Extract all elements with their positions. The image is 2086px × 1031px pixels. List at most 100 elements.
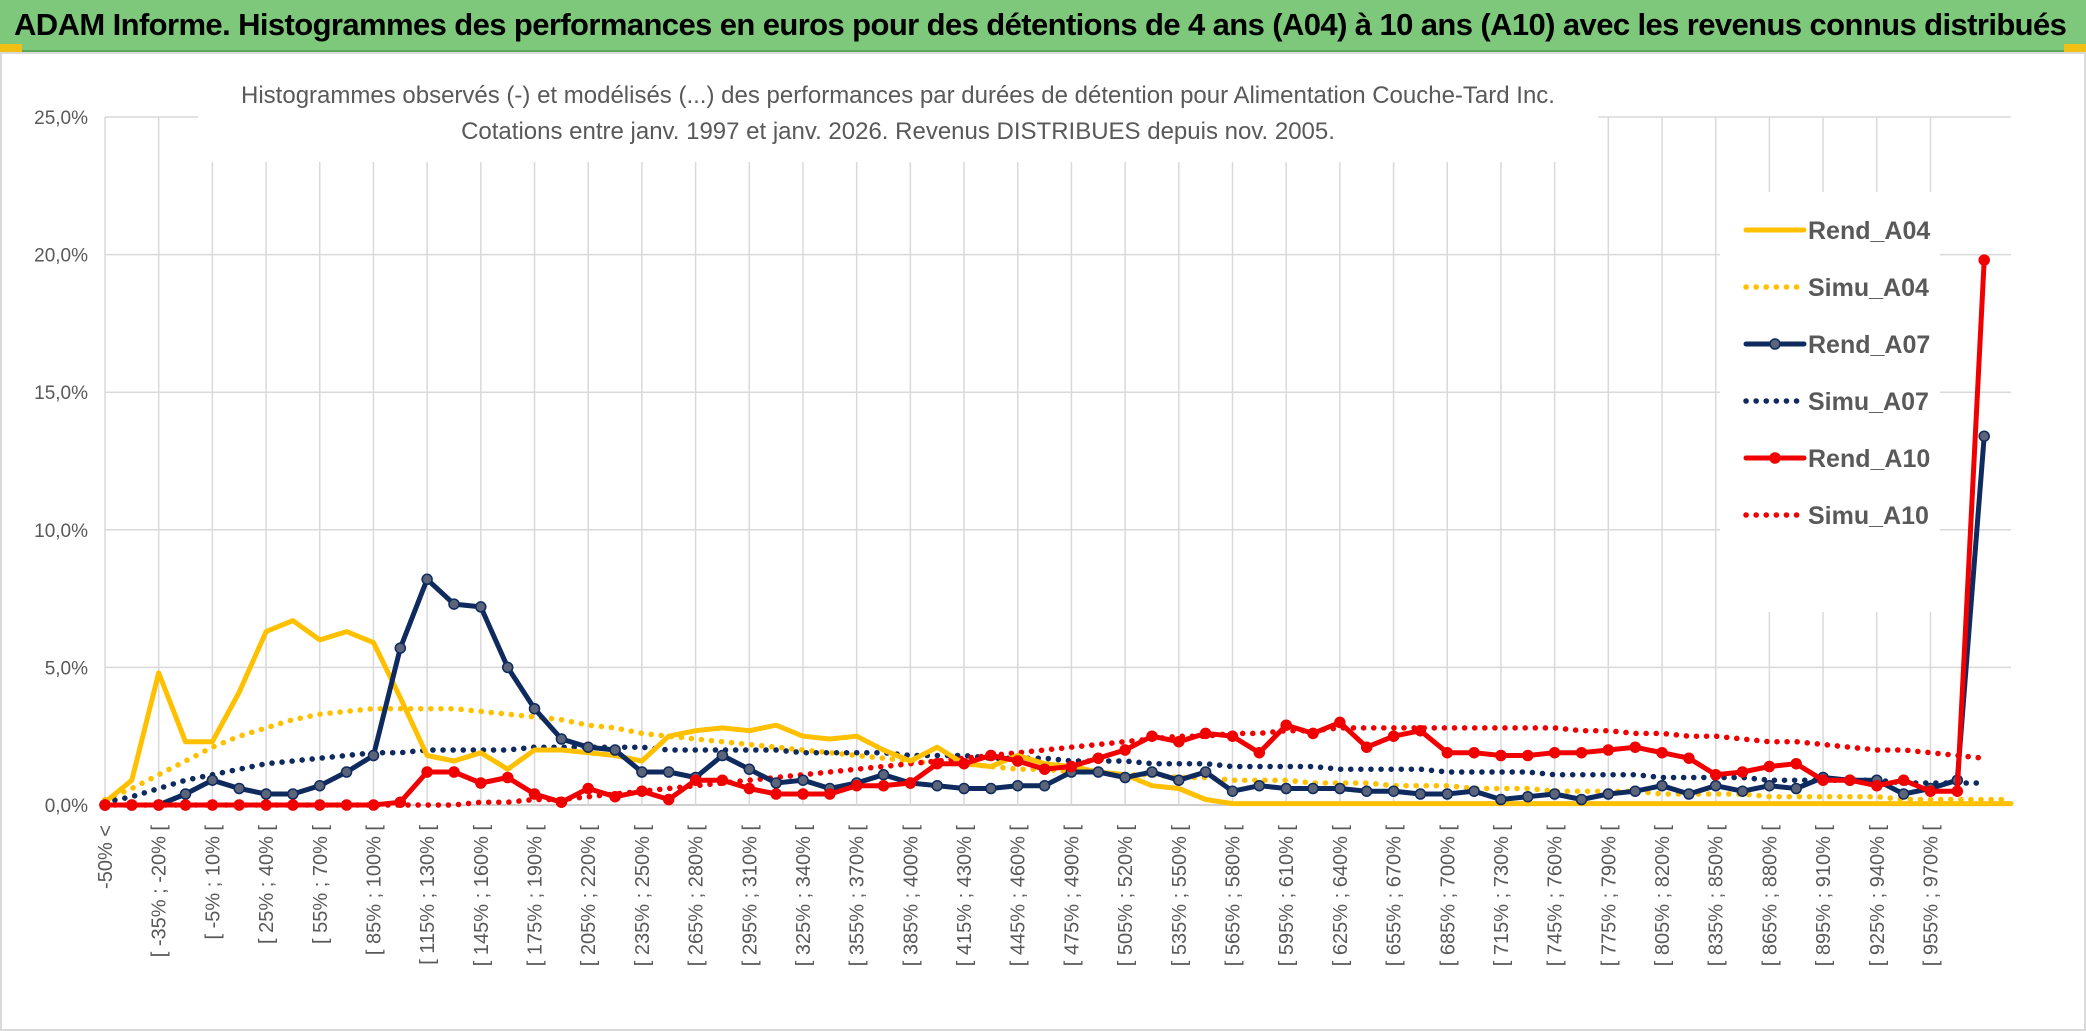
data-point-rend-a10	[1226, 730, 1239, 742]
x-tick-label: [ 805% ; 820% [	[1652, 825, 1674, 967]
data-point-rend-a07	[1495, 793, 1507, 806]
legend: Rend_A04 Simu_A04 Rend_A07 Simu_A07 Rend_A10…	[1720, 192, 1940, 612]
data-point-rend-a07	[1897, 788, 1910, 800]
data-point-rend-a10	[1683, 752, 1695, 764]
x-tick-label: [ 25% ; 40% [	[256, 825, 278, 944]
legend-label: Rend_A10	[1808, 445, 1930, 473]
data-point-rend-a07	[1790, 782, 1802, 795]
data-point-rend-a07	[287, 788, 299, 800]
y-tick-label: 10,0%	[34, 521, 88, 542]
data-point-rend-a07	[743, 763, 756, 775]
data-point-rend-a07	[1736, 785, 1749, 797]
y-axis: 0,0% 5,0% 10,0% 15,0% 20,0% 25,0%	[34, 108, 88, 817]
y-tick-label: 25,0%	[34, 108, 88, 129]
data-point-rend-a10	[1790, 757, 1802, 770]
x-tick-label: [ 115% ; 130% [	[417, 825, 439, 965]
data-point-rend-a10	[636, 785, 648, 797]
data-point-rend-a10	[770, 788, 782, 800]
x-tick-label: [ 655% ; 670% [	[1384, 825, 1406, 967]
data-point-rend-a10	[501, 771, 514, 784]
data-point-rend-a10	[1092, 752, 1105, 764]
x-axis: -50% < [ -35% ; -20% [[ -5% ; 10% [[ 25% …	[95, 825, 1942, 967]
data-point-rend-a07	[1173, 774, 1185, 786]
data-point-rend-a10	[716, 774, 729, 786]
data-point-rend-a10	[1978, 254, 1990, 266]
x-tick-label: [ 475% ; 490% [	[1061, 825, 1083, 967]
data-point-rend-a07	[662, 766, 675, 778]
data-point-rend-a10	[1119, 744, 1131, 756]
data-point-rend-a10	[1280, 719, 1292, 731]
data-point-rend-a07	[1360, 785, 1373, 797]
data-point-rend-a07	[233, 782, 245, 795]
x-tick-label: [ 535% ; 550% [	[1169, 825, 1191, 967]
data-point-rend-a07	[1978, 430, 1990, 442]
data-point-rend-a07	[1092, 766, 1105, 778]
x-tick-label: [ 325% ; 340% [	[793, 825, 815, 967]
data-point-rend-a10	[797, 788, 809, 800]
data-point-rend-a10	[1253, 746, 1266, 759]
data-point-rend-a07	[958, 782, 970, 795]
data-point-rend-a10	[287, 799, 299, 811]
x-tick-label: [ -35% ; -20% [	[149, 825, 171, 958]
data-point-rend-a07	[1602, 788, 1615, 800]
chart-title-background	[198, 74, 1598, 162]
chart-subtitle: Cotations entre janv. 1997 et janv. 2026…	[461, 118, 1335, 145]
data-point-rend-a10	[850, 779, 863, 792]
data-point-rend-a07	[1468, 785, 1480, 797]
data-point-rend-a10	[1065, 760, 1078, 773]
data-point-rend-a10	[314, 799, 326, 811]
data-point-rend-a10	[126, 799, 138, 811]
x-tick-label: [ 625% ; 640% [	[1330, 825, 1352, 967]
data-point-rend-a10	[475, 777, 487, 789]
data-point-rend-a07	[1280, 782, 1292, 795]
data-point-rend-a07	[1709, 779, 1722, 792]
x-tick-label: [ 265% ; 280% [	[686, 825, 708, 967]
data-point-rend-a10	[1602, 744, 1615, 756]
data-point-rend-a10	[743, 782, 756, 795]
data-point-rend-a07	[1199, 766, 1212, 778]
data-point-rend-a10	[1441, 746, 1454, 759]
x-tick-label: [ 895% ; 910% [	[1813, 825, 1835, 967]
data-point-rend-a10	[1495, 749, 1507, 762]
data-point-rend-a10	[206, 799, 219, 811]
data-point-rend-a10	[1575, 746, 1588, 759]
data-point-rend-a10	[1924, 785, 1937, 797]
data-point-rend-a07	[179, 788, 192, 800]
x-tick-label: [ 595% ; 610% [	[1276, 825, 1298, 967]
data-point-rend-a07	[340, 766, 353, 778]
data-point-rend-a10	[1656, 746, 1668, 759]
x-tick-label: [ 385% ; 400% [	[900, 825, 922, 967]
data-point-rend-a10	[394, 796, 407, 808]
data-point-rend-a07	[448, 598, 460, 610]
data-point-rend-a07	[394, 642, 407, 654]
data-point-rend-a10	[1844, 774, 1856, 786]
data-point-rend-a07	[1226, 785, 1239, 797]
y-tick-label: 0,0%	[45, 796, 88, 817]
data-point-rend-a07	[367, 749, 380, 762]
y-tick-label: 20,0%	[34, 246, 88, 267]
x-tick-label: [ 715% ; 730% [	[1491, 825, 1513, 967]
data-point-rend-a10	[528, 788, 541, 800]
data-point-rend-a07	[797, 774, 809, 786]
data-point-rend-a10	[582, 782, 594, 795]
x-tick-label: [ 685% ; 700% [	[1437, 825, 1459, 967]
data-point-rend-a10	[1173, 735, 1185, 748]
x-tick-label: [ 85% ; 100% [	[363, 825, 385, 956]
chart-title-group: Histogrammes observés (-) et modélisés (…	[198, 74, 1598, 162]
data-point-rend-a10	[1468, 746, 1480, 759]
data-point-rend-a10	[1897, 774, 1910, 786]
chart-title: Histogrammes observés (-) et modélisés (…	[241, 82, 1555, 109]
x-tick-label: [ 445% ; 460% [	[1008, 825, 1030, 967]
data-point-rend-a10	[985, 749, 997, 762]
series-line-simu-a04	[102, 705, 2014, 803]
data-point-rend-a07	[877, 768, 890, 781]
data-point-rend-a10	[1629, 741, 1641, 753]
legend-marker	[1769, 338, 1781, 350]
y-tick-label: 15,0%	[34, 383, 88, 404]
x-tick-label: -50% <	[95, 825, 117, 889]
data-point-rend-a07	[985, 782, 997, 795]
data-point-rend-a10	[1038, 763, 1051, 775]
legend-label: Rend_A04	[1808, 217, 1930, 245]
series-line-rend-a04	[102, 618, 2014, 807]
